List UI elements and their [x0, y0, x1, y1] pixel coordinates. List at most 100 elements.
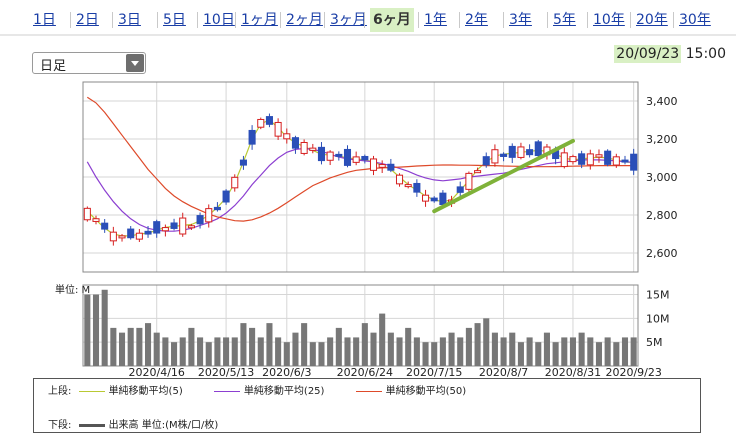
volume-bar — [179, 337, 186, 366]
price-frame — [82, 81, 639, 273]
candle-body — [474, 170, 482, 174]
period-tab-10[interactable]: 2年 — [465, 12, 488, 28]
candle-body — [465, 172, 473, 190]
moving-average-lines — [86, 96, 634, 237]
period-tab-12[interactable]: 5年 — [553, 12, 576, 28]
period-tab-8[interactable]: 6ヶ月 — [370, 8, 414, 32]
volume-bar — [405, 327, 412, 366]
axis-labels: 3,400 3,200 3,000 2,800 2,600 15M 10M 5M 単位: M 20… — [55, 95, 678, 379]
tab-separator — [280, 12, 281, 28]
period-tabs: 1日 2日 3日 5日 10日 1ヶ月 2ヶ月 3ヶ月 6ヶ月 1年 2年 3年 5年 10年 20年 30年 — [0, 0, 736, 36]
legend-line-volume — [78, 423, 105, 427]
candle-body — [378, 164, 386, 168]
candle-body — [248, 129, 256, 145]
candle-body — [257, 118, 265, 128]
candle-body — [317, 146, 326, 162]
candle-body — [265, 116, 273, 125]
candle-body — [309, 147, 317, 151]
volume-bar — [439, 337, 446, 366]
candle-body — [526, 149, 534, 156]
legend-line-ma5 — [78, 390, 105, 392]
volume-bar — [595, 342, 603, 366]
ma-line-1 — [86, 147, 634, 232]
volume-bar — [240, 323, 247, 366]
legend-label-ma50: 単純移動平均(50) — [385, 386, 467, 397]
period-tab-15[interactable]: 30年 — [679, 12, 711, 28]
volume-bar — [231, 337, 238, 366]
candle-body — [300, 141, 308, 154]
volume-tick-label: 5M — [646, 336, 663, 349]
volume-bar — [474, 323, 481, 366]
candle-body — [170, 222, 178, 229]
tab-separator — [630, 12, 631, 28]
candle-body — [569, 156, 577, 163]
interval-select[interactable]: 日足 — [32, 52, 146, 74]
period-tab-4[interactable]: 10日 — [203, 12, 235, 28]
period-tab-7[interactable]: 3ヶ月 — [330, 12, 367, 28]
tab-separator — [197, 12, 198, 28]
candle-body — [413, 182, 421, 193]
price-tick-label: 3,000 — [646, 171, 678, 184]
period-tab-1[interactable]: 2日 — [76, 12, 99, 28]
volume-bar — [223, 337, 230, 366]
candle-body — [213, 206, 221, 211]
volume-bar — [327, 337, 334, 366]
volume-bar — [396, 337, 403, 366]
x-tick-label: 2020/8/31 — [545, 366, 601, 379]
period-tab-6[interactable]: 2ヶ月 — [286, 12, 323, 28]
volume-bar — [587, 337, 594, 366]
price-tick-label: 3,200 — [646, 133, 678, 146]
candle-body — [586, 153, 594, 166]
legend-top-label: 上段: — [48, 386, 72, 397]
volume-bar — [448, 332, 455, 366]
tab-separator — [587, 12, 588, 28]
candle-body — [187, 225, 195, 229]
candle-body — [239, 159, 247, 166]
volume-bar — [266, 323, 273, 366]
ma-line-2 — [86, 96, 634, 222]
period-tab-13[interactable]: 10年 — [593, 12, 625, 28]
candle-body — [387, 163, 395, 171]
x-tick-label: 2020/6/24 — [337, 366, 393, 379]
volume-bar — [335, 327, 342, 366]
volume-bar — [136, 327, 143, 366]
tab-separator — [459, 12, 460, 28]
tab-separator — [673, 12, 674, 28]
x-tick-label: 2020/9/23 — [605, 366, 661, 379]
candle-body — [291, 137, 299, 149]
x-tick-label: 2020/6/3 — [262, 366, 311, 379]
period-tab-14[interactable]: 20年 — [636, 12, 668, 28]
volume-bar — [162, 337, 169, 366]
candle-body — [231, 176, 239, 189]
volume-bar — [552, 342, 559, 366]
volume-bar — [309, 342, 316, 366]
chart-frames — [82, 81, 639, 367]
tab-separator — [364, 12, 365, 28]
candle-body — [422, 194, 430, 202]
period-tab-3[interactable]: 5日 — [163, 12, 186, 28]
period-tab-0[interactable]: 1日 — [33, 12, 56, 28]
period-tab-5[interactable]: 1ヶ月 — [241, 12, 278, 28]
period-tab-2[interactable]: 3日 — [118, 12, 141, 28]
period-tab-9[interactable]: 1年 — [424, 12, 447, 28]
volume-bar — [387, 332, 394, 366]
candle-body — [179, 217, 187, 235]
candle-body — [144, 230, 152, 235]
candle-body — [621, 159, 629, 163]
legend-item-ma50: 単純移動平均(50) — [352, 382, 467, 397]
volume-bar — [457, 337, 464, 366]
tab-separator — [503, 12, 504, 28]
period-tab-11[interactable]: 3年 — [509, 12, 532, 28]
candle-body — [283, 133, 291, 140]
volume-bar — [197, 337, 204, 366]
volume-bar — [171, 342, 178, 366]
volume-title: 単位: M — [55, 283, 90, 296]
chevron-down-icon[interactable] — [126, 54, 144, 72]
x-tick-label: 2020/5/13 — [198, 366, 254, 379]
volume-bar — [344, 337, 351, 366]
volume-bar — [569, 337, 576, 366]
legend: 上段: 単純移動平均(5) 単純移動平均(25) 単純移動平均(50) 下段: … — [33, 378, 701, 433]
volume-bar — [465, 327, 472, 366]
candle-body — [274, 121, 282, 137]
volume-bar — [431, 342, 438, 366]
